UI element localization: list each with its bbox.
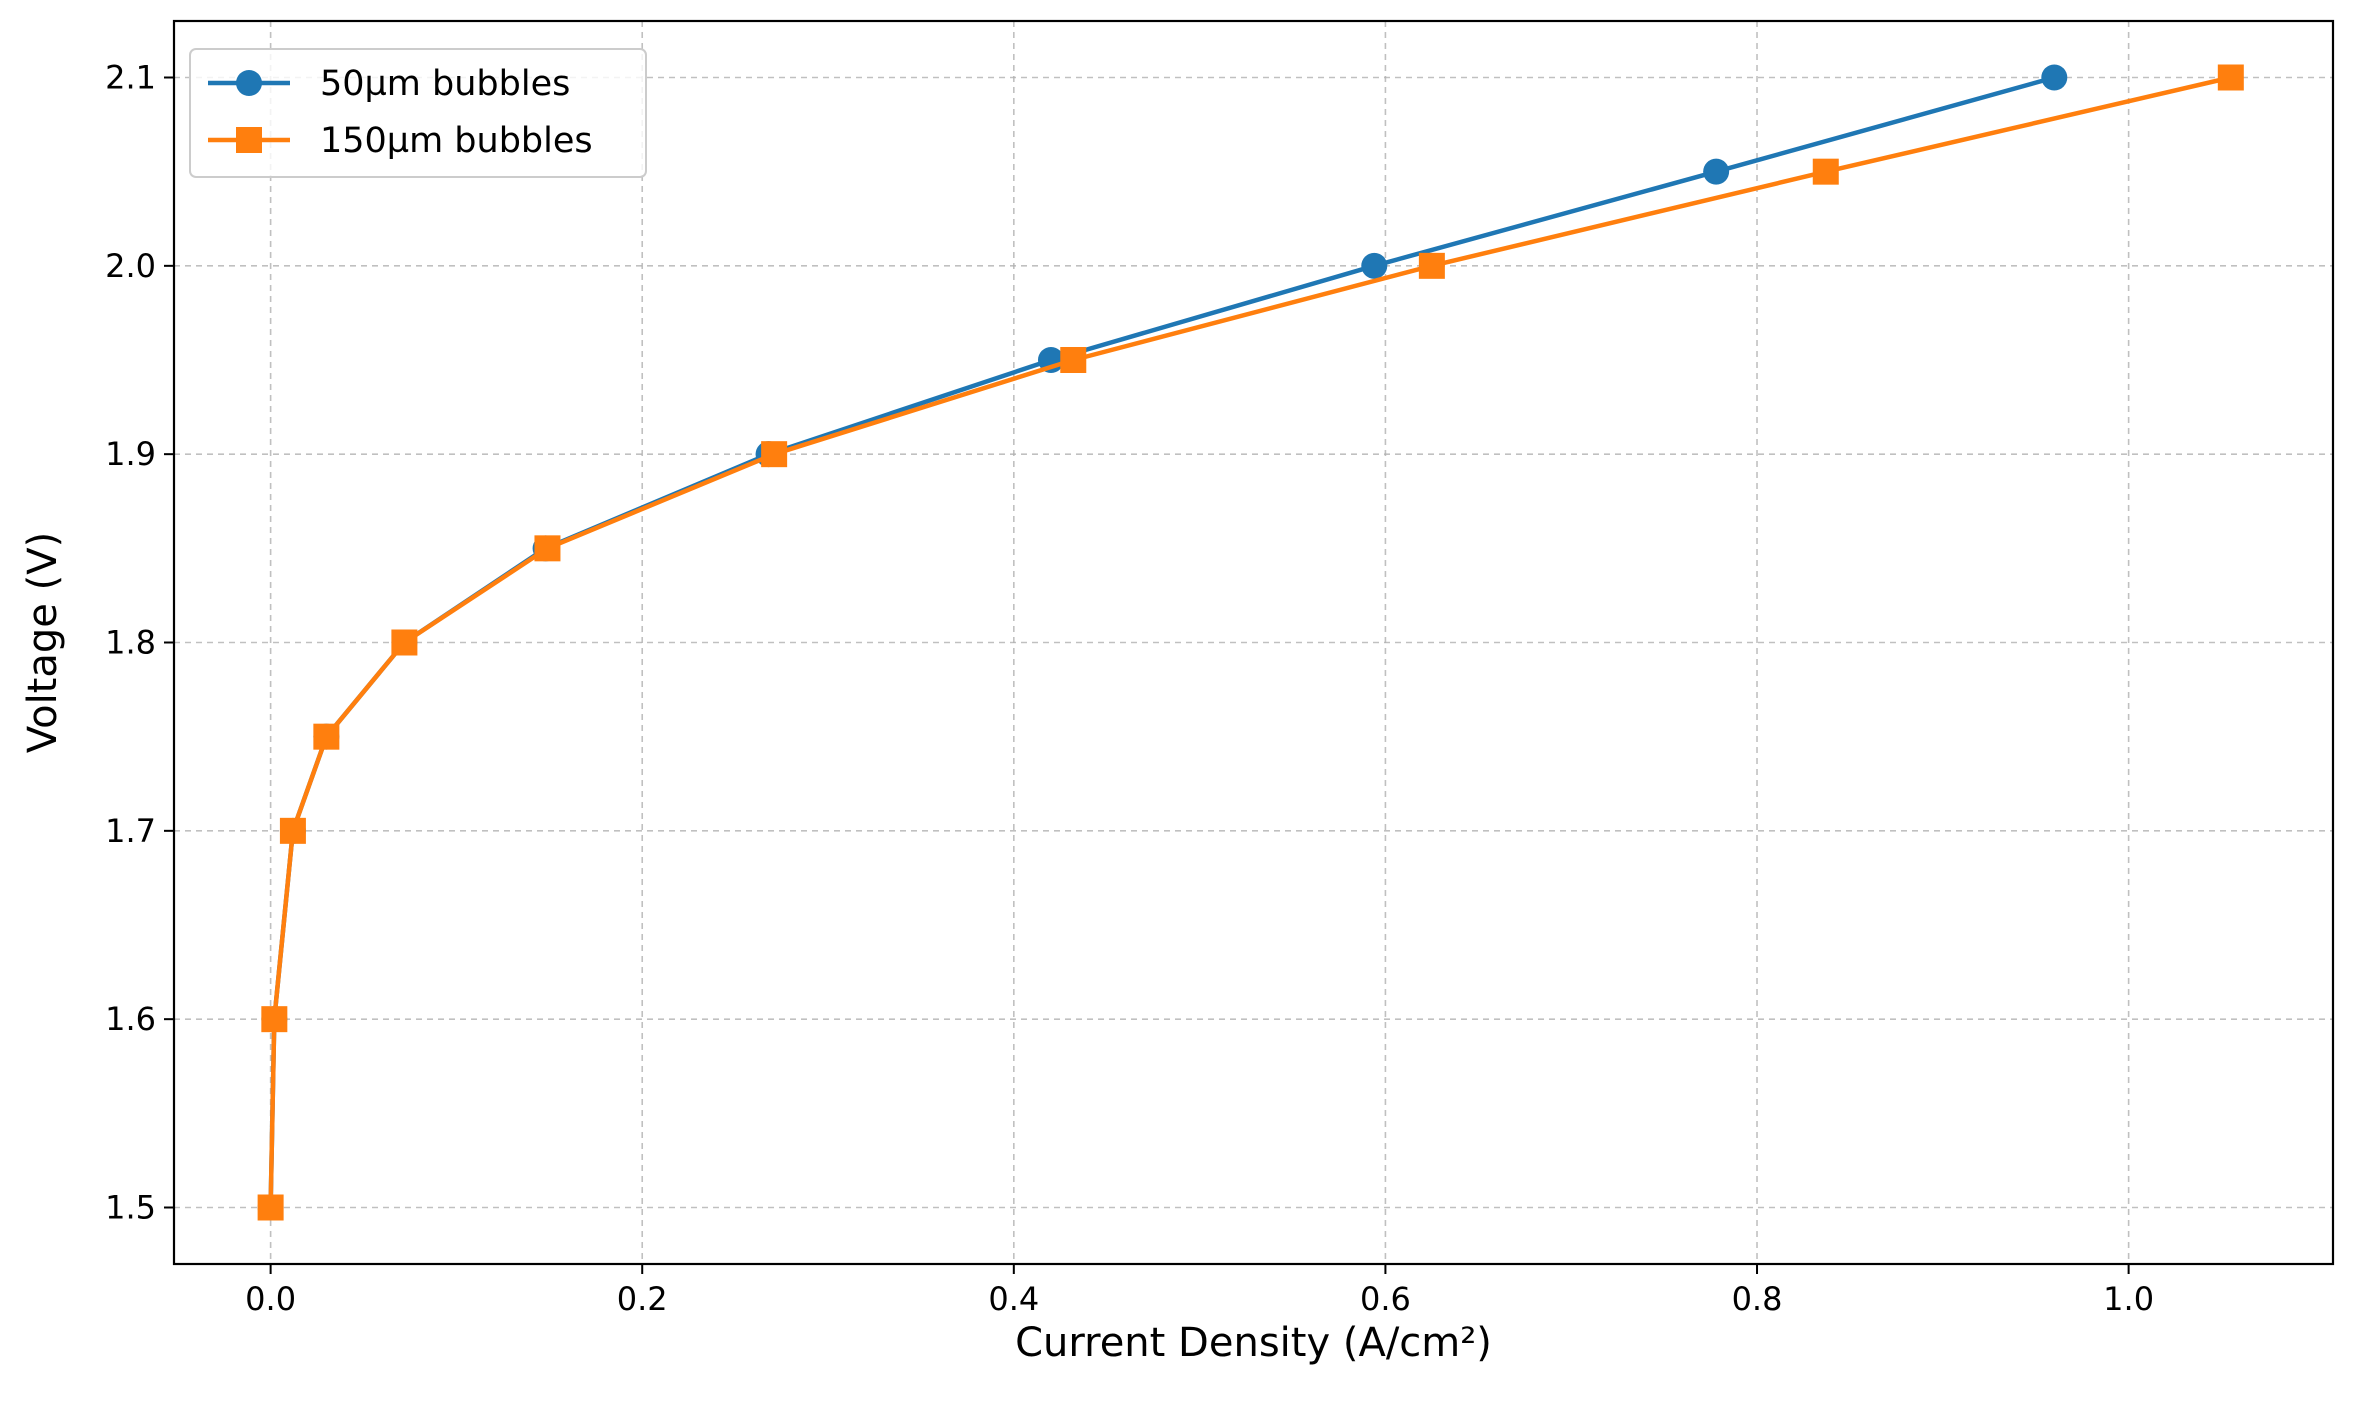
- data-point: [1361, 252, 1388, 279]
- data-point: [257, 1194, 284, 1221]
- x-tick-label: 0.8: [1732, 1280, 1783, 1318]
- data-point: [2041, 64, 2068, 91]
- data-point: [761, 441, 788, 468]
- y-tick-label: 2.1: [105, 59, 156, 97]
- data-point: [2217, 64, 2244, 91]
- data-point: [1060, 347, 1087, 373]
- data-point: [279, 817, 306, 844]
- data-point: [1703, 158, 1730, 185]
- data-point: [1812, 158, 1839, 185]
- y-tick-label: 1.6: [105, 1000, 156, 1038]
- plot-series: [257, 64, 2244, 1221]
- data-point: [534, 535, 561, 562]
- x-tick-label: 0.4: [988, 1280, 1039, 1318]
- y-axis-label: Voltage (V): [20, 532, 66, 753]
- y-tick-label: 2.0: [105, 247, 156, 285]
- data-point: [313, 723, 340, 750]
- legend-box: [189, 48, 647, 178]
- x-tick-label: 0.6: [1360, 1280, 1411, 1318]
- legend: 50µm bubbles 150µm bubbles: [189, 48, 647, 178]
- legend-label-150um: 150µm bubbles: [320, 121, 593, 161]
- legend-marker-150um: [236, 127, 262, 153]
- y-axis: 1.5 1.6 1.7 1.8 1.9 2.0 2.1: [105, 59, 174, 1227]
- y-tick-label: 1.8: [105, 624, 156, 662]
- y-tick-label: 1.7: [105, 812, 156, 850]
- data-point: [1418, 252, 1445, 279]
- legend-marker-50um: [236, 70, 262, 96]
- legend-label-50um: 50µm bubbles: [320, 64, 570, 104]
- x-axis: 0.0 0.2 0.4 0.6 0.8 1.0: [245, 1264, 2154, 1318]
- grid: [174, 21, 2333, 1264]
- data-point: [391, 629, 418, 656]
- x-tick-label: 1.0: [2103, 1280, 2154, 1318]
- y-tick-label: 1.5: [105, 1189, 156, 1227]
- y-tick-label: 1.9: [105, 435, 156, 473]
- x-tick-label: 0.0: [245, 1280, 296, 1318]
- x-axis-label: Current Density (A/cm²): [1015, 1320, 1492, 1366]
- x-tick-label: 0.2: [617, 1280, 668, 1318]
- series-150um: [257, 64, 2244, 1221]
- data-point: [261, 1006, 288, 1033]
